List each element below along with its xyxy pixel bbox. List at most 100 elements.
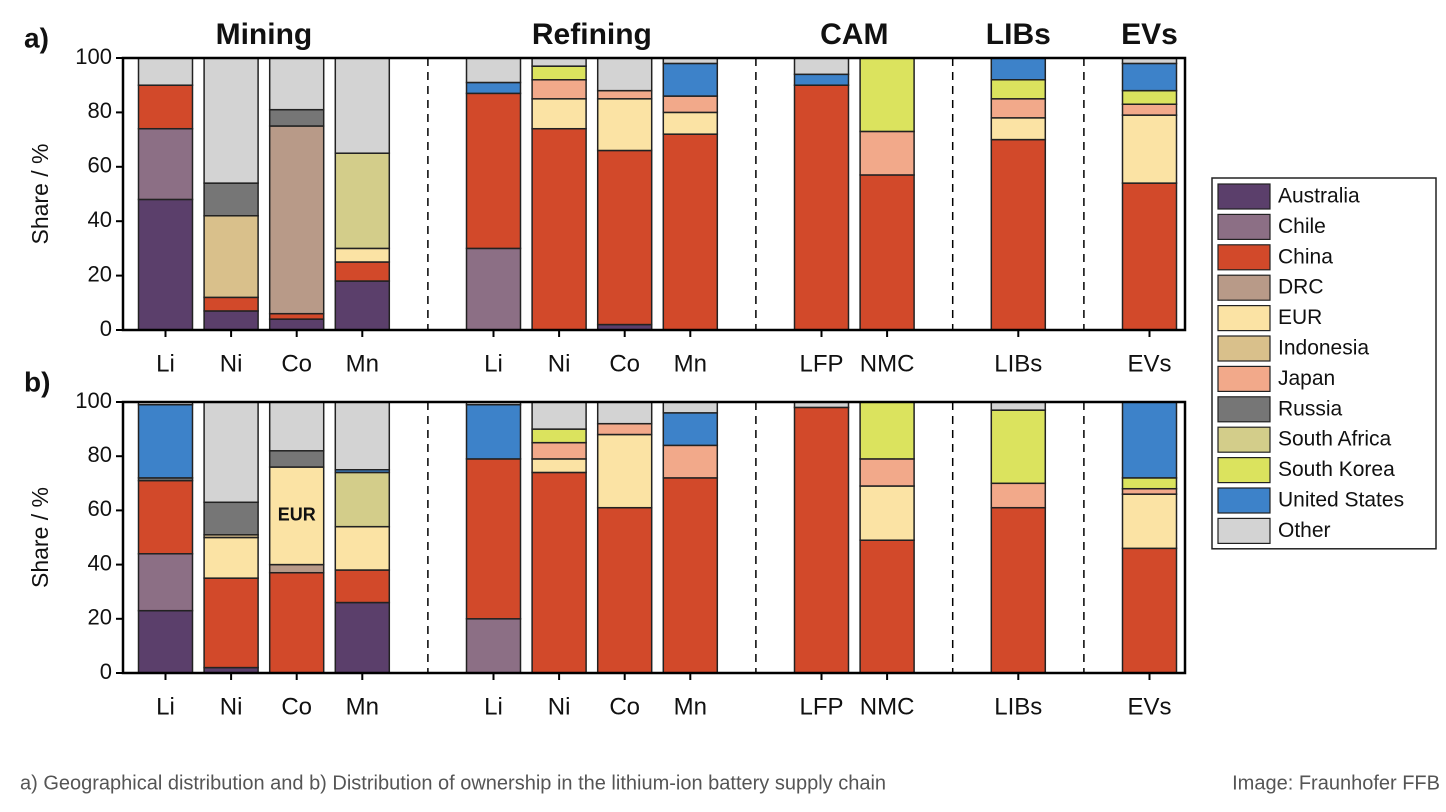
bar-segment: [990, 57, 1047, 81]
x-tick-label: Li: [156, 350, 175, 377]
plot-frame: [121, 56, 1187, 332]
y-tick-label: 60: [88, 496, 112, 521]
bar-segment: [596, 149, 653, 326]
caption: a) Geographical distribution and b) Dist…: [20, 772, 886, 794]
legend-label: Australia: [1278, 185, 1360, 208]
bar-segment: [531, 127, 587, 331]
bar-segment: [859, 57, 915, 133]
legend-label: Indonesia: [1278, 337, 1369, 360]
legend-label: South Africa: [1278, 428, 1392, 451]
bar-segment: [531, 458, 587, 474]
bar-segment: [137, 479, 194, 555]
bar-segment: [990, 117, 1047, 141]
bar-segment: [465, 618, 522, 674]
x-tick-label: Mn: [674, 693, 707, 720]
bar-segment: [531, 401, 587, 430]
bar-segment: [596, 422, 653, 436]
bar-segment: [1121, 89, 1178, 105]
bar-segment: [334, 152, 391, 250]
bar-segment: [203, 57, 259, 184]
x-tick-label: Li: [484, 350, 503, 377]
x-tick-label: LIBs: [994, 693, 1042, 720]
x-tick-label: Co: [281, 693, 312, 720]
bar-segment: [596, 401, 653, 425]
bar-segment: [990, 482, 1047, 509]
bar-segment: [596, 433, 653, 509]
bar-segment: [662, 62, 719, 97]
y-tick-label: 0: [100, 659, 112, 684]
group-title: Refining: [532, 18, 652, 51]
y-axis-label: Share / %: [27, 487, 53, 588]
group-title: Mining: [216, 18, 313, 51]
bar-segment: [137, 127, 194, 201]
bar-segment: [859, 130, 915, 176]
y-tick-label: 100: [75, 388, 112, 413]
bar-segment: [334, 401, 391, 471]
legend-label: Japan: [1278, 367, 1335, 390]
y-tick-label: 40: [88, 207, 112, 232]
x-tick-label: Ni: [548, 350, 571, 377]
x-tick-label: EVs: [1127, 693, 1171, 720]
legend-swatch: [1217, 396, 1271, 423]
x-tick-label: EVs: [1127, 350, 1171, 377]
bar-segment: [596, 98, 653, 152]
legend-swatch: [1217, 335, 1271, 362]
legend-swatch: [1217, 365, 1271, 392]
y-tick-label: 20: [88, 261, 112, 286]
bar-segment: [1121, 487, 1178, 495]
bar-segment: [268, 57, 325, 111]
x-tick-label: Li: [156, 693, 175, 720]
bar-segment: [268, 563, 325, 574]
x-tick-label: NMC: [860, 693, 915, 720]
bar-segment: [334, 601, 391, 674]
legend-swatch: [1217, 457, 1271, 484]
bar-segment: [137, 609, 194, 674]
bar-segment: [268, 466, 325, 566]
legend-label: Russia: [1278, 397, 1343, 420]
group-title: EVs: [1121, 18, 1178, 51]
bar-segment: [203, 536, 259, 579]
bar-segment: [662, 412, 719, 447]
bar-segment: [859, 485, 915, 541]
bar-segment: [334, 280, 391, 331]
y-tick-label: 60: [88, 153, 112, 178]
legend-label: DRC: [1278, 276, 1324, 299]
bar-segment: [662, 401, 719, 414]
x-tick-label: LIBs: [994, 350, 1042, 377]
x-tick-label: LFP: [799, 350, 843, 377]
bar-segment: [268, 450, 325, 468]
bar-segment: [990, 409, 1047, 485]
bar-segment: [662, 444, 719, 479]
bar-segment: [268, 571, 325, 674]
bar-segment: [859, 458, 915, 487]
bar-segment: [1121, 493, 1178, 550]
x-tick-label: Mn: [674, 350, 707, 377]
annotation: EUR: [278, 505, 316, 525]
bar-segment: [137, 57, 194, 86]
bar-segment: [859, 401, 915, 460]
bar-segment: [531, 79, 587, 100]
bar-segment: [662, 111, 719, 135]
legend-swatch: [1217, 517, 1271, 545]
legend-label: Other: [1278, 519, 1331, 542]
bar-segment: [465, 92, 522, 250]
bar-segment: [465, 81, 522, 95]
x-tick-label: Ni: [548, 693, 571, 720]
bar-segment: [334, 261, 391, 282]
legend-label: EUR: [1278, 306, 1322, 329]
bar-segment: [137, 553, 194, 612]
y-tick-label: 80: [88, 98, 112, 123]
plot-frame: [121, 400, 1187, 675]
bar-segment: [203, 182, 259, 217]
y-tick-label: 40: [88, 550, 112, 575]
legend-swatch: [1217, 274, 1271, 301]
panel-label: a): [24, 22, 49, 53]
x-tick-label: Co: [609, 693, 640, 720]
bar-segment: [268, 125, 325, 315]
bar-segment: [1121, 182, 1178, 331]
y-tick-label: 20: [88, 605, 112, 630]
bar-segment: [268, 108, 325, 127]
x-tick-label: LFP: [799, 693, 843, 720]
